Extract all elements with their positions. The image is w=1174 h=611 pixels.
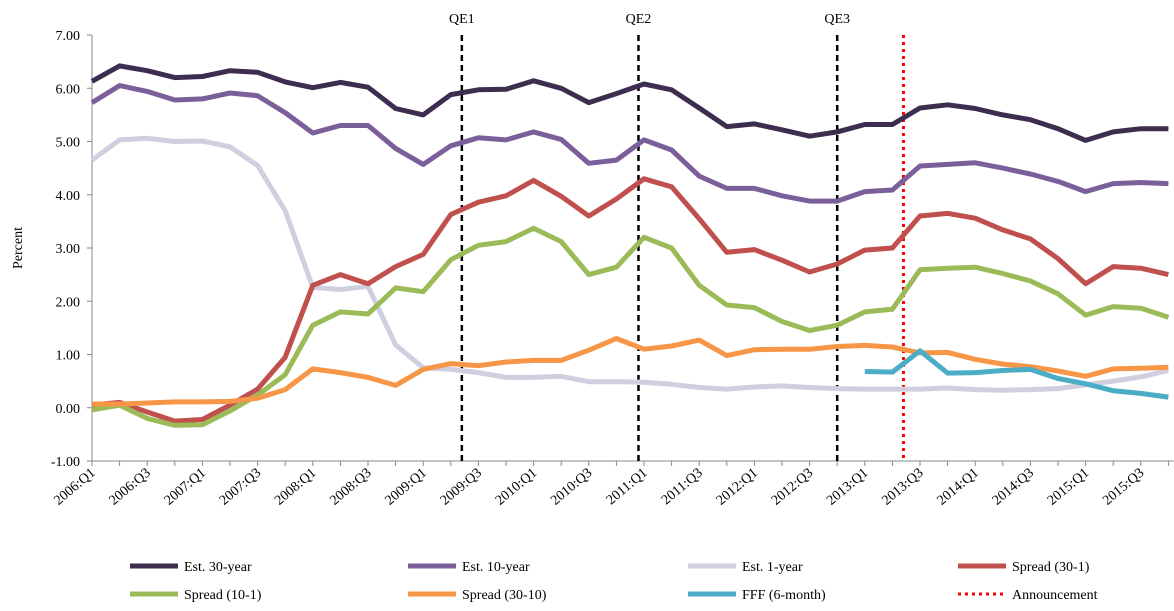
x-tick-label: 2007:Q1 bbox=[162, 466, 209, 509]
x-tick-label: 2008:Q3 bbox=[327, 466, 374, 509]
y-tick-label: 5.00 bbox=[56, 136, 81, 151]
series-line-fff-6-month bbox=[864, 348, 1169, 400]
series-line-est-30-year bbox=[90, 63, 1169, 143]
x-tick-label: 2012:Q1 bbox=[714, 466, 761, 509]
legend-item-est-10-year: Est. 10-year bbox=[408, 560, 530, 575]
series-line-spread-10-1 bbox=[91, 225, 1170, 428]
x-tick-label: 2011:Q3 bbox=[659, 466, 706, 509]
x-tick-label: 2008:Q1 bbox=[272, 466, 319, 509]
x-tick-label: 2009:Q3 bbox=[438, 466, 485, 509]
legend-label: Spread (30-10) bbox=[462, 588, 547, 603]
x-tick-label: 2013:Q1 bbox=[824, 466, 871, 509]
x-tick-label: 2010:Q3 bbox=[548, 466, 595, 509]
x-tick-label: 2009:Q1 bbox=[383, 466, 430, 509]
legend-label: FFF (6-month) bbox=[742, 588, 826, 603]
legend-item-announcement: Announcement bbox=[958, 588, 1098, 603]
legend-label: Spread (10-1) bbox=[184, 588, 262, 603]
series-line-spread-30-10 bbox=[92, 336, 1169, 407]
legend-item-spread-10-1: Spread (10-1) bbox=[130, 588, 262, 603]
legend-item-est-30-year: Est. 30-year bbox=[130, 560, 252, 575]
x-tick-label: 2012:Q3 bbox=[769, 466, 816, 509]
x-tick-label: 2014:Q3 bbox=[990, 466, 1037, 509]
marker-label-qe1: QE1 bbox=[449, 12, 475, 27]
y-tick-label: 4.00 bbox=[56, 189, 81, 204]
marker-label-qe3: QE3 bbox=[824, 12, 850, 27]
x-tick-label: 2015:Q1 bbox=[1045, 466, 1092, 509]
series-line-est-10-year bbox=[90, 83, 1169, 204]
legend-label: Spread (30-1) bbox=[1012, 560, 1090, 575]
series-line-est-1-year bbox=[90, 135, 1169, 393]
y-tick-label: 1.00 bbox=[56, 349, 81, 364]
legend-label: Est. 30-year bbox=[184, 560, 252, 575]
legend-item-est-1-year: Est. 1-year bbox=[688, 560, 803, 575]
legend: Est. 30-year Est. 10-year Est. 1-year Sprea… bbox=[130, 560, 1098, 603]
legend-label: Announcement bbox=[1012, 588, 1098, 603]
legend-item-fff-6-month: FFF (6-month) bbox=[688, 588, 826, 603]
y-tick-label: 2.00 bbox=[56, 295, 81, 310]
y-tick-label: 6.00 bbox=[56, 82, 81, 97]
legend-label: Est. 1-year bbox=[742, 560, 803, 575]
series-lines bbox=[90, 63, 1170, 428]
y-tick-label: 0.00 bbox=[56, 402, 81, 417]
x-tick-label: 2007:Q3 bbox=[217, 466, 264, 509]
policy-markers: QE1 QE2 QE3 bbox=[449, 12, 905, 461]
x-tick-label: 2006:Q1 bbox=[51, 466, 98, 509]
legend-label: Est. 10-year bbox=[462, 560, 530, 575]
x-tick-label: 2013:Q3 bbox=[879, 466, 926, 509]
marker-label-qe2: QE2 bbox=[626, 12, 652, 27]
y-tick-label: -1.00 bbox=[51, 455, 80, 470]
legend-item-spread-30-1: Spread (30-1) bbox=[958, 560, 1090, 575]
x-tick-label: 2010:Q1 bbox=[493, 466, 540, 509]
series-line-spread-30-1 bbox=[91, 176, 1169, 424]
y-tick-label: 7.00 bbox=[56, 29, 81, 44]
x-tick-label: 2015:Q3 bbox=[1100, 466, 1147, 509]
legend-item-spread-30-10: Spread (30-10) bbox=[408, 588, 547, 603]
x-tick-label: 2014:Q1 bbox=[935, 466, 982, 509]
y-tick-label: 3.00 bbox=[56, 242, 81, 257]
y-axis-label: Percent bbox=[11, 227, 26, 269]
x-tick-label: 2006:Q3 bbox=[107, 466, 154, 509]
x-tick-label: 2011:Q1 bbox=[604, 466, 651, 509]
